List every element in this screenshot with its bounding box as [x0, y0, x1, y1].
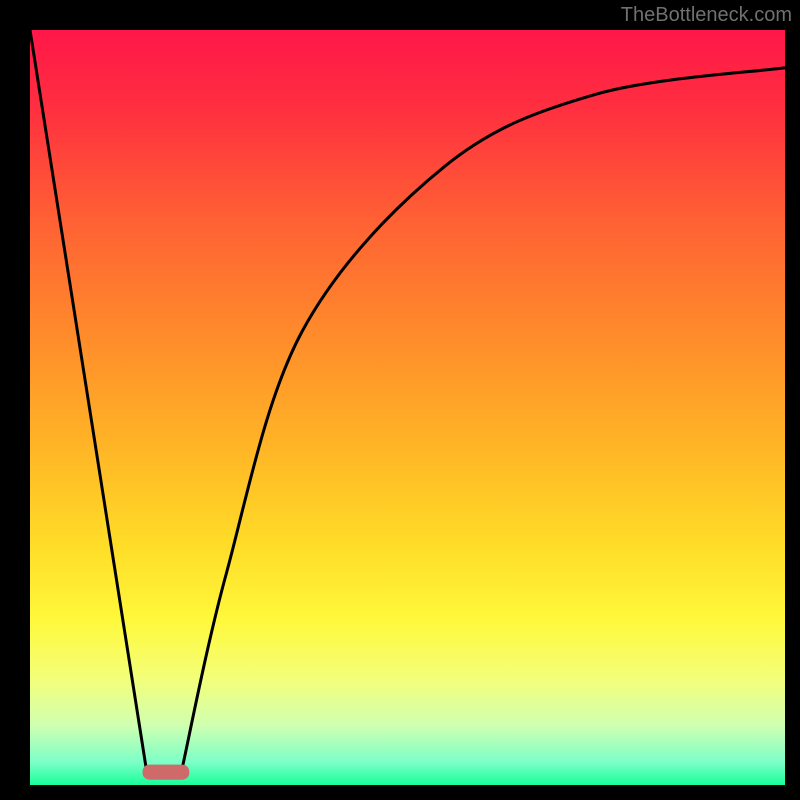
watermark-label: TheBottleneck.com: [621, 4, 792, 27]
minimum-marker: [142, 765, 189, 780]
chart-svg: [0, 0, 800, 800]
bottleneck-chart: TheBottleneck.com: [0, 0, 800, 800]
plot-background: [30, 30, 785, 785]
